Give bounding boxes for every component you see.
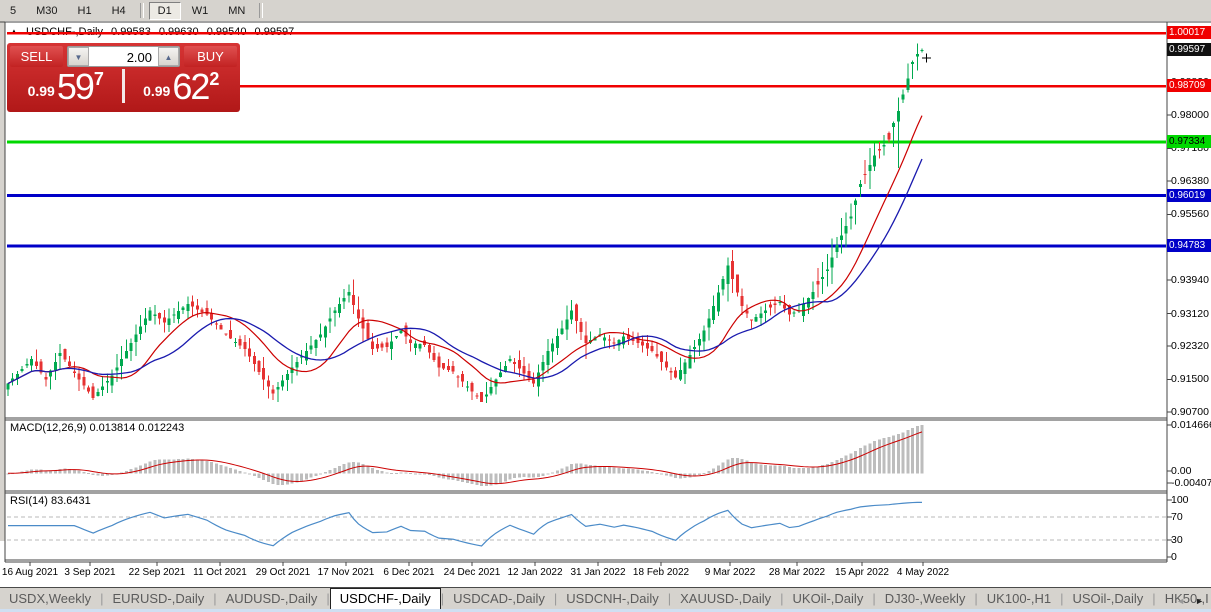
timeframe-toolbar: 5 M30 H1 H4 D1 W1 MN (0, 0, 1211, 21)
date-label: 17 Nov 2021 (317, 567, 375, 578)
price-tick-label: 0.96380 (1171, 174, 1209, 187)
rsi-axis-label: 30 (1171, 533, 1183, 546)
price-tick-label: 0.93120 (1171, 307, 1209, 320)
tab-separator: | (326, 591, 330, 606)
date-label: 31 Jan 2022 (570, 567, 626, 578)
buy-price-base: 0.99 (143, 83, 171, 99)
timeframe-button-w1[interactable]: W1 (191, 4, 209, 17)
chart-tab-ukoil-[interactable]: UKOil-,Daily (792, 591, 864, 606)
price-tick-label: 0.92320 (1171, 340, 1209, 353)
chart-left-margin (0, 0, 5, 541)
sell-price-display[interactable]: 0.99 59 7 (10, 66, 125, 107)
sell-price-point: 7 (93, 69, 104, 89)
date-label: 16 Aug 2021 (1, 567, 59, 578)
chart-tab-usdchf-[interactable]: USDCHF-,Daily (329, 588, 441, 609)
tab-separator: | (100, 591, 104, 606)
macd-axis-label: 0.014666 (1171, 419, 1211, 431)
macd-axis-label: 0.00 (1171, 465, 1192, 477)
buy-price-point: 2 (209, 69, 220, 89)
date-label: 18 Feb 2022 (632, 567, 690, 578)
rsi-axis-label: 70 (1171, 511, 1183, 524)
tab-separator: | (213, 591, 217, 606)
volume-increase-icon[interactable]: ▲ (158, 47, 179, 66)
chart-tab-uk100-[interactable]: UK100-,H1 (986, 591, 1052, 606)
sell-price-base: 0.99 (27, 83, 55, 99)
tab-separator: | (440, 591, 445, 606)
chart-tab-hk50-[interactable]: HK50-,I (1164, 591, 1209, 606)
chart-tab-usoil-[interactable]: USOil-,Daily (1072, 591, 1144, 606)
chart-tab-usdcnh-[interactable]: USDCNH-,Daily (566, 591, 659, 606)
price-tick-label: 0.90700 (1171, 406, 1209, 418)
ohlc-low: 0.99540 (206, 26, 247, 38)
date-label: 9 Mar 2022 (704, 567, 756, 578)
volume-decrease-icon[interactable]: ▼ (68, 47, 89, 66)
tab-scroll-buttons: ◄ ► (1171, 596, 1209, 606)
symbol-marker-icon: ▲ (10, 27, 18, 36)
chart-header: ▲ USDCHF-,Daily 0.99583 0.99630 0.99540 … (10, 26, 299, 38)
date-label: 22 Sep 2021 (128, 567, 186, 578)
current-price-badge: 0.99597 (1167, 43, 1211, 57)
date-label: 15 Apr 2022 (835, 567, 889, 578)
sell-button[interactable]: SELL (10, 46, 63, 67)
volume-input[interactable]: 2.00 (126, 50, 152, 65)
date-label: 4 May 2022 (896, 567, 950, 578)
buy-price-pips: 62 (172, 66, 210, 107)
date-label: 28 Mar 2022 (768, 567, 826, 578)
date-label: 24 Dec 2021 (443, 567, 501, 578)
tab-scroll-left-icon[interactable]: ◄ (1176, 596, 1186, 606)
toolbar-separator (259, 3, 264, 18)
rsi-axis-label: 0 (1171, 551, 1177, 563)
timeframe-button-5[interactable]: 5 (10, 4, 17, 17)
macd-axis-label: -0.004078 (1171, 477, 1211, 489)
price-tick-label: 0.91500 (1171, 373, 1209, 386)
timeframe-button-m30[interactable]: M30 (36, 4, 58, 17)
tab-separator: | (974, 591, 978, 606)
chart-tab-audusd-[interactable]: AUDUSD-,Daily (225, 591, 318, 606)
tab-separator: | (780, 591, 784, 606)
volume-stepper: ▼ 2.00 ▲ (67, 46, 180, 67)
ohlc-high: 0.99630 (158, 26, 199, 38)
tab-separator: | (1152, 591, 1156, 606)
price-tick-label: 0.98000 (1171, 109, 1209, 122)
tab-separator: | (553, 591, 558, 606)
tab-separator: | (1060, 591, 1064, 606)
chart-tab-usdx[interactable]: USDX,Weekly (9, 591, 92, 606)
ohlc-close: 0.99597 (254, 26, 295, 38)
price-level-badge: 0.96019 (1167, 188, 1211, 202)
buy-price-display[interactable]: 0.99 62 2 (126, 66, 238, 107)
price-level-badge: 0.98709 (1167, 79, 1211, 93)
ohlc-open: 0.99583 (111, 26, 151, 38)
price-tick-label: 0.93940 (1171, 274, 1209, 287)
symbol-title: USDCHF-,Daily (25, 26, 103, 38)
date-label: 11 Oct 2021 (193, 567, 247, 578)
timeframe-button-d1[interactable]: D1 (148, 1, 181, 20)
chart-tab-xauusd-[interactable]: XAUUSD-,Daily (680, 591, 772, 606)
price-level-badge: 1.00017 (1167, 26, 1211, 39)
chart-tab-dj30-[interactable]: DJ30-,Weekly (884, 591, 966, 606)
toolbar-separator (139, 3, 144, 18)
price-tick-label: 0.95560 (1171, 208, 1209, 221)
price-level-badge: 0.97334 (1167, 135, 1211, 149)
buy-button[interactable]: BUY (184, 46, 237, 67)
chart-tab-eurusd-[interactable]: EURUSD-,Daily (112, 591, 205, 606)
timeframe-button-h4[interactable]: H4 (111, 4, 126, 17)
one-click-trading-widget: SELL ▼ 2.00 ▲ BUY 0.99 59 7 0.99 62 2 (7, 43, 240, 112)
chart-tab-bar: USDX,Weekly | EURUSD-,Daily | AUDUSD-,Daily |… (0, 587, 1211, 609)
macd-indicator-label: MACD(12,26,9) 0.013814 0.012243 (10, 422, 185, 434)
timeframe-button-h1[interactable]: H1 (77, 4, 92, 17)
status-strip (0, 609, 1211, 612)
date-label: 29 Oct 2021 (255, 567, 311, 578)
tab-separator: | (872, 591, 876, 606)
date-label: 3 Sep 2021 (64, 567, 116, 578)
price-level-badge: 0.94783 (1167, 238, 1211, 252)
rsi-axis-label: 100 (1171, 494, 1189, 506)
date-label: 6 Dec 2021 (383, 567, 435, 578)
chart-tab-usdcad-[interactable]: USDCAD-,Daily (453, 591, 545, 606)
sell-price-pips: 59 (56, 66, 95, 107)
tab-scroll-right-icon[interactable]: ► (1195, 596, 1204, 606)
date-label: 12 Jan 2022 (507, 567, 563, 578)
rsi-indicator-label: RSI(14) 83.6431 (10, 495, 91, 507)
timeframe-button-mn[interactable]: MN (228, 4, 246, 17)
tab-separator: | (667, 591, 672, 606)
